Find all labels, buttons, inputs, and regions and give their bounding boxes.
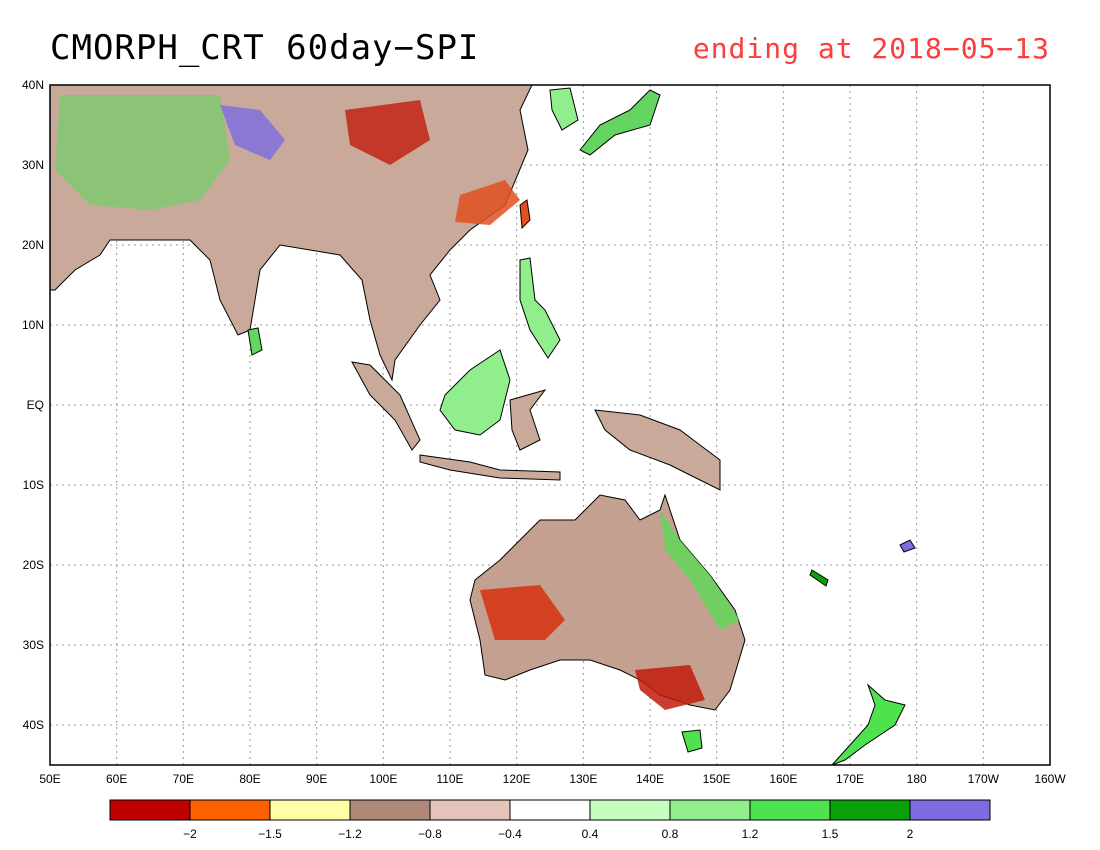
lon-tick-label: 50E: [39, 772, 60, 786]
legend-swatch: [509, 799, 591, 821]
legend-swatch: [429, 799, 511, 821]
lon-tick-label: 80E: [239, 772, 260, 786]
legend-swatch: [109, 799, 191, 821]
legend-label: 1.5: [822, 827, 839, 841]
lat-tick-label: 20S: [23, 558, 44, 572]
lat-tick-label: 40S: [23, 718, 44, 732]
legend-label: 0.4: [582, 827, 599, 841]
lat-tick-label: 30N: [22, 158, 44, 172]
land-tibet-purple: [220, 105, 285, 160]
legend-labels: −2 −1.5 −1.2 −0.8 −0.4 0.4 0.8 1.2 1.5 2: [183, 827, 914, 841]
lat-tick-label: EQ: [27, 398, 44, 412]
legend-swatch: [829, 799, 911, 821]
map-subtitle: ending at 2018−05−13: [692, 32, 1050, 65]
land-australia-green-east: [660, 510, 740, 630]
lon-tick-label: 70E: [173, 772, 194, 786]
lon-tick-label: 180: [907, 772, 927, 786]
legend-label: −0.8: [418, 827, 442, 841]
lon-tick-label: 100E: [369, 772, 397, 786]
lon-tick-label: 110E: [436, 772, 463, 786]
legend-swatch: [669, 799, 751, 821]
land-tasmania: [681, 729, 703, 753]
land-fiji: [899, 539, 916, 553]
map-title: CMORPH_CRT 60day−SPI: [50, 28, 480, 68]
legend-label: −2: [183, 827, 197, 841]
land-sumatra: [351, 361, 421, 451]
lat-tick-label: 20N: [22, 238, 44, 252]
lon-tick-label: 120E: [503, 772, 531, 786]
lat-tick-label: 10N: [22, 318, 44, 332]
legend-label: 1.2: [742, 827, 759, 841]
land-japan: [579, 89, 661, 156]
legend-swatch: [349, 799, 431, 821]
land-taiwan: [519, 199, 531, 230]
land-korea: [549, 87, 579, 131]
land-se-china-red: [455, 180, 520, 225]
color-legend: [109, 799, 991, 821]
land-australia-red-south: [635, 665, 705, 710]
land-java: [419, 454, 561, 481]
land-india-green: [55, 95, 230, 210]
legend-label: 0.8: [662, 827, 679, 841]
legend-swatch: [269, 799, 351, 821]
lon-tick-label: 160E: [769, 772, 797, 786]
lon-tick-label: 170W: [968, 772, 1000, 786]
lat-tick-label: 30S: [23, 638, 44, 652]
legend-swatch: [909, 799, 991, 821]
lon-tick-label: 60E: [106, 772, 127, 786]
land-new-zealand: [831, 683, 906, 766]
legend-swatch: [749, 799, 831, 821]
lon-tick-label: 150E: [703, 772, 731, 786]
map-frame: [49, 84, 1051, 766]
lon-tick-label: 130E: [569, 772, 597, 786]
land-china-red: [345, 100, 430, 165]
legend-label: −1.2: [338, 827, 362, 841]
legend-label: 2: [907, 827, 914, 841]
land-new-guinea: [594, 409, 721, 491]
lon-tick-label: 90E: [306, 772, 327, 786]
lat-tick-labels: 40N 30N 20N 10N EQ 10S 20S 30S 40S: [22, 78, 44, 732]
lon-tick-label: 140E: [636, 772, 664, 786]
lon-tick-label: 160W: [1034, 772, 1066, 786]
land-new-caledonia: [809, 569, 829, 587]
legend-swatch: [589, 799, 671, 821]
lat-tick-label: 10S: [23, 478, 44, 492]
lon-tick-label: 170E: [836, 772, 864, 786]
land-philippines: [519, 257, 561, 359]
lon-tick-labels: 50E 60E 70E 80E 90E 100E 110E 120E 130E 140E 150E 1…: [39, 772, 1066, 786]
legend-label: −0.4: [498, 827, 522, 841]
land-masses: [49, 84, 916, 766]
land-australia-red-west: [480, 585, 565, 640]
land-sri-lanka: [247, 327, 263, 356]
land-sulawesi: [509, 389, 547, 451]
land-borneo: [439, 349, 511, 436]
lat-tick-label: 40N: [22, 78, 44, 92]
legend-swatch: [189, 799, 271, 821]
legend-label: −1.5: [258, 827, 282, 841]
